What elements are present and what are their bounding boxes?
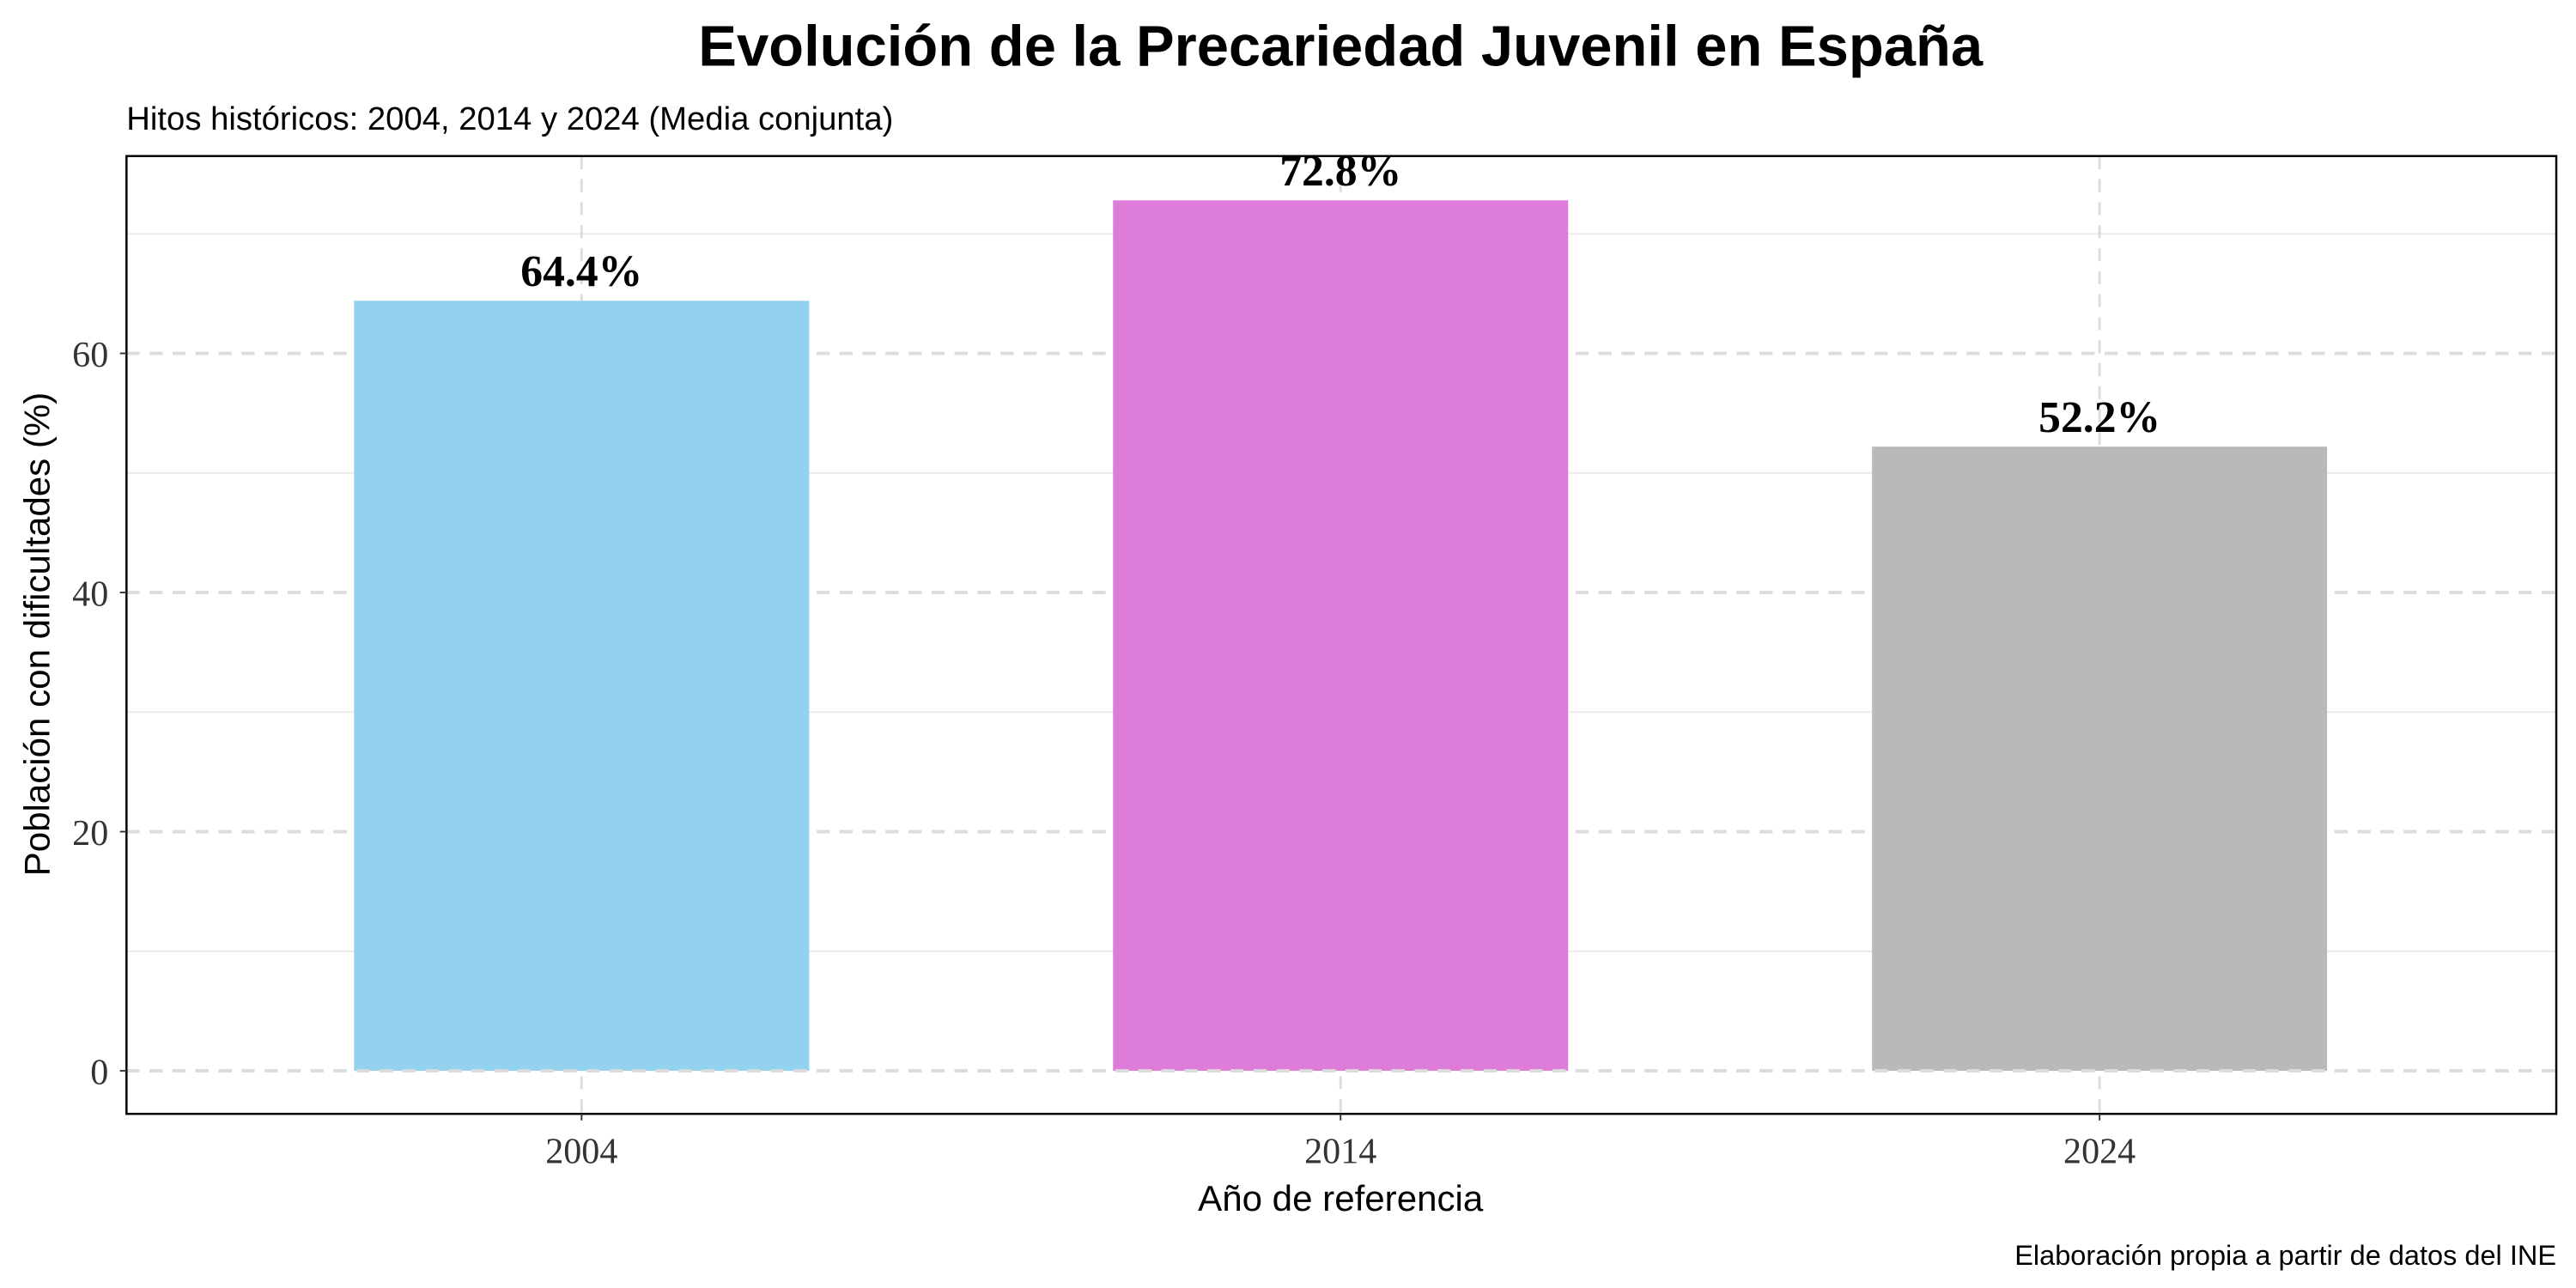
y-axis-title: Población con dificultades (%) [16,392,57,877]
bar-2024 [1872,447,2328,1072]
data-label: 72.8% [1279,147,1401,196]
x-tick-label: 2024 [2063,1132,2136,1172]
bars: 64.4% 72.8% 52.2% [126,147,2557,1072]
data-label: 64.4% [520,247,642,296]
x-axis-title: Año de referencia [1198,1178,1484,1218]
y-tick-label: 20 [72,813,108,854]
y-tick-label: 60 [72,335,108,375]
y-tick-label: 40 [72,574,108,614]
data-label: 52.2% [2038,393,2160,442]
chart-subtitle: Hitos históricos: 2004, 2014 y 2024 (Med… [126,100,893,137]
bar-2004 [354,301,810,1072]
chart-title: Evolución de la Precariedad Juvenil en E… [698,15,1984,79]
x-axis-ticks: 2004 2014 2024 [545,1114,2136,1172]
bar-2014 [1113,200,1569,1072]
chart-caption: Elaboración propia a partir de datos del… [2014,1240,2556,1271]
x-tick-label: 2014 [1304,1132,1376,1172]
x-tick-label: 2004 [545,1132,617,1172]
y-axis-ticks: 0 20 40 60 [72,335,127,1092]
y-tick-label: 0 [90,1052,108,1092]
